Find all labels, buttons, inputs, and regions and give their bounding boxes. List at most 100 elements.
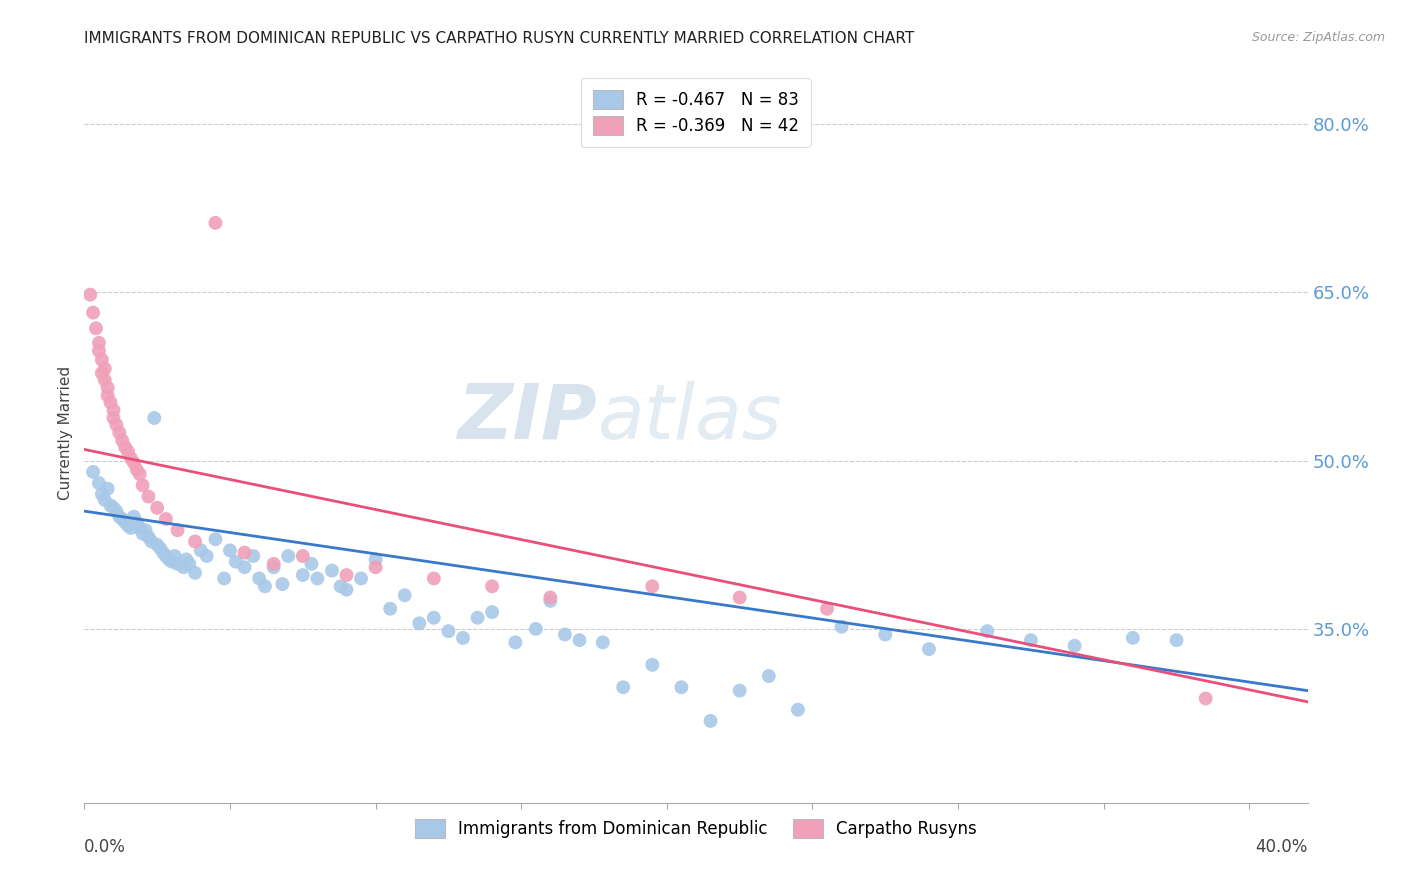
Point: [108, 425, 131, 440]
Point: [87, 343, 110, 358]
Text: 40.0%: 40.0%: [1256, 838, 1308, 856]
Point: [120, 521, 142, 535]
Point: [335, 568, 357, 582]
Point: [103, 411, 125, 425]
Y-axis label: Currently Married: Currently Married: [58, 366, 73, 500]
Point: [612, 680, 634, 694]
Point: [97, 388, 120, 402]
Point: [212, 571, 235, 585]
Point: [125, 516, 148, 530]
Point: [219, 543, 242, 558]
Point: [163, 549, 186, 563]
Point: [128, 467, 150, 482]
Point: [103, 500, 125, 515]
Text: Source: ZipAtlas.com: Source: ZipAtlas.com: [1251, 31, 1385, 45]
Point: [93, 373, 115, 387]
Point: [263, 557, 285, 571]
Text: ZIP: ZIP: [458, 381, 598, 455]
Point: [79, 287, 101, 301]
Point: [97, 482, 120, 496]
Point: [787, 703, 810, 717]
Point: [1166, 633, 1188, 648]
Text: atlas: atlas: [598, 381, 783, 455]
Point: [103, 403, 125, 417]
Point: [105, 417, 128, 432]
Point: [93, 492, 115, 507]
Point: [90, 487, 112, 501]
Point: [157, 552, 180, 566]
Point: [641, 657, 664, 672]
Point: [437, 624, 460, 639]
Point: [524, 622, 547, 636]
Point: [184, 566, 207, 580]
Point: [172, 560, 194, 574]
Point: [138, 490, 160, 504]
Point: [291, 549, 314, 563]
Point: [141, 534, 163, 549]
Point: [166, 523, 188, 537]
Point: [120, 451, 142, 466]
Point: [364, 560, 387, 574]
Point: [481, 605, 503, 619]
Point: [1019, 633, 1042, 648]
Point: [335, 582, 357, 597]
Point: [82, 305, 104, 319]
Point: [90, 366, 112, 380]
Point: [204, 532, 226, 546]
Point: [90, 352, 112, 367]
Point: [82, 465, 104, 479]
Point: [146, 500, 169, 515]
Point: [87, 476, 110, 491]
Point: [350, 571, 373, 585]
Point: [247, 571, 270, 585]
Point: [728, 683, 751, 698]
Point: [105, 504, 128, 518]
Text: IMMIGRANTS FROM DOMINICAN REPUBLIC VS CARPATHO RUSYN CURRENTLY MARRIED CORRELATI: IMMIGRANTS FROM DOMINICAN REPUBLIC VS CA…: [84, 31, 915, 46]
Point: [451, 631, 474, 645]
Point: [225, 555, 247, 569]
Point: [114, 516, 136, 530]
Point: [758, 669, 780, 683]
Point: [152, 546, 174, 560]
Point: [131, 526, 153, 541]
Point: [87, 335, 110, 350]
Point: [291, 568, 314, 582]
Point: [155, 512, 177, 526]
Point: [467, 610, 489, 624]
Point: [592, 635, 614, 649]
Point: [179, 557, 201, 571]
Point: [875, 627, 897, 641]
Point: [155, 549, 177, 563]
Text: 0.0%: 0.0%: [84, 838, 127, 856]
Point: [976, 624, 998, 639]
Point: [321, 564, 343, 578]
Point: [84, 321, 107, 335]
Point: [699, 714, 721, 728]
Point: [394, 588, 416, 602]
Point: [149, 541, 172, 556]
Point: [117, 444, 139, 458]
Point: [160, 555, 183, 569]
Point: [263, 560, 285, 574]
Point: [184, 534, 207, 549]
Point: [190, 543, 212, 558]
Point: [195, 549, 218, 563]
Point: [111, 512, 134, 526]
Point: [138, 530, 160, 544]
Point: [125, 462, 148, 476]
Point: [277, 549, 299, 563]
Point: [122, 509, 145, 524]
Point: [408, 616, 430, 631]
Point: [1122, 631, 1144, 645]
Point: [671, 680, 693, 694]
Point: [538, 594, 561, 608]
Point: [364, 552, 387, 566]
Point: [166, 557, 188, 571]
Point: [100, 499, 122, 513]
Point: [380, 601, 402, 615]
Point: [114, 440, 136, 454]
Point: [728, 591, 751, 605]
Point: [131, 478, 153, 492]
Point: [1195, 691, 1218, 706]
Point: [204, 216, 226, 230]
